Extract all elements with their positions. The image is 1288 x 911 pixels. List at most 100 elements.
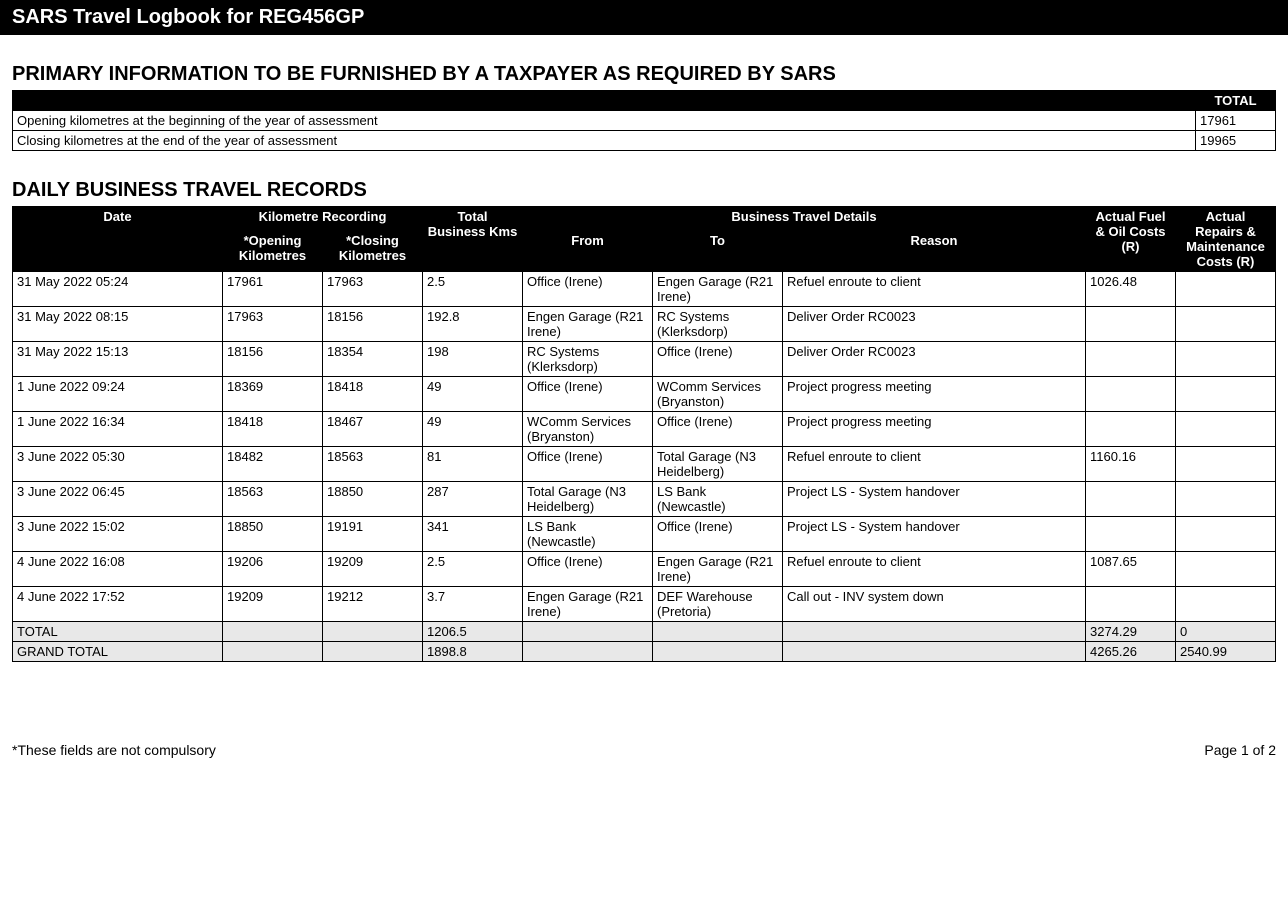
cell-to: Office (Irene) <box>653 342 783 377</box>
travel-total-row: TOTAL1206.53274.290 <box>13 622 1276 642</box>
cell-date: 4 June 2022 17:52 <box>13 587 223 622</box>
cell-closing-km: 18467 <box>323 412 423 447</box>
cell-repair <box>1176 447 1276 482</box>
cell-reason: Project LS - System handover <box>783 482 1086 517</box>
cell-date: 3 June 2022 15:02 <box>13 517 223 552</box>
page-footer: *These fields are not compulsory Page 1 … <box>0 742 1288 768</box>
cell-fuel <box>1086 482 1176 517</box>
cell-opening-km: 19209 <box>223 587 323 622</box>
cell-from: Office (Irene) <box>523 447 653 482</box>
cell-opening-km: 18563 <box>223 482 323 517</box>
cell-closing-km: 19209 <box>323 552 423 587</box>
cell-repair <box>1176 412 1276 447</box>
cell-to <box>653 622 783 642</box>
cell-from: Office (Irene) <box>523 552 653 587</box>
cell-from <box>523 622 653 642</box>
cell-total-kms: 2.5 <box>423 272 523 307</box>
cell-fuel: 4265.26 <box>1086 642 1176 662</box>
col-to: To <box>653 230 783 271</box>
col-opening-km: *Opening Kilometres <box>223 230 323 271</box>
cell-repair <box>1176 517 1276 552</box>
cell-reason: Refuel enroute to client <box>783 272 1086 307</box>
cell-opening-km: 17961 <box>223 272 323 307</box>
cell-repair <box>1176 272 1276 307</box>
cell-reason: Deliver Order RC0023 <box>783 342 1086 377</box>
primary-row: Closing kilometres at the end of the yea… <box>13 131 1276 151</box>
cell-fuel <box>1086 342 1176 377</box>
travel-row: 1 June 2022 09:24183691841849Office (Ire… <box>13 377 1276 412</box>
cell-opening-km: 19206 <box>223 552 323 587</box>
primary-row-value: 17961 <box>1196 111 1276 131</box>
cell-date: 1 June 2022 16:34 <box>13 412 223 447</box>
cell-total-kms: 1898.8 <box>423 642 523 662</box>
cell-repair <box>1176 482 1276 517</box>
travel-row: 31 May 2022 05:2417961179632.5Office (Ir… <box>13 272 1276 307</box>
cell-opening-km <box>223 642 323 662</box>
cell-opening-km <box>223 622 323 642</box>
cell-closing-km: 18354 <box>323 342 423 377</box>
cell-fuel <box>1086 307 1176 342</box>
cell-repair <box>1176 587 1276 622</box>
cell-reason: Project LS - System handover <box>783 517 1086 552</box>
cell-repair: 0 <box>1176 622 1276 642</box>
cell-total-kms: 2.5 <box>423 552 523 587</box>
travel-row: 3 June 2022 15:021885019191341LS Bank (N… <box>13 517 1276 552</box>
cell-closing-km <box>323 642 423 662</box>
cell-opening-km: 18482 <box>223 447 323 482</box>
cell-to: Office (Irene) <box>653 517 783 552</box>
cell-reason: Project progress meeting <box>783 377 1086 412</box>
primary-row-value: 19965 <box>1196 131 1276 151</box>
cell-closing-km: 18850 <box>323 482 423 517</box>
cell-date: 4 June 2022 16:08 <box>13 552 223 587</box>
cell-total-kms: 49 <box>423 412 523 447</box>
travel-grand-total-row: GRAND TOTAL 1898.8 4265.262540.99 <box>13 642 1276 662</box>
page-indicator: Page 1 of 2 <box>1204 742 1276 758</box>
cell-from: Office (Irene) <box>523 272 653 307</box>
col-fuel-oil: Actual Fuel & Oil Costs (R) <box>1086 207 1176 272</box>
cell-date: 31 May 2022 05:24 <box>13 272 223 307</box>
cell-total-kms: 192.8 <box>423 307 523 342</box>
travel-row: 3 June 2022 05:30184821856381Office (Ire… <box>13 447 1276 482</box>
col-km-recording: Kilometre Recording <box>223 207 423 231</box>
cell-closing-km: 18156 <box>323 307 423 342</box>
col-date: Date <box>13 207 223 272</box>
cell-repair: 2540.99 <box>1176 642 1276 662</box>
cell-reason <box>783 622 1086 642</box>
travel-row: 4 June 2022 17:5219209192123.7Engen Gara… <box>13 587 1276 622</box>
cell-to: Office (Irene) <box>653 412 783 447</box>
primary-heading: PRIMARY INFORMATION TO BE FURNISHED BY A… <box>12 63 1276 86</box>
col-business-details: Business Travel Details <box>523 207 1086 231</box>
cell-closing-km: 19191 <box>323 517 423 552</box>
cell-fuel <box>1086 412 1176 447</box>
cell-to: RC Systems (Klerksdorp) <box>653 307 783 342</box>
cell-fuel: 1087.65 <box>1086 552 1176 587</box>
cell-label: GRAND TOTAL <box>13 642 223 662</box>
cell-from: RC Systems (Klerksdorp) <box>523 342 653 377</box>
cell-reason: Project progress meeting <box>783 412 1086 447</box>
col-closing-km: *Closing Kilometres <box>323 230 423 271</box>
cell-total-kms: 49 <box>423 377 523 412</box>
cell-total-kms: 341 <box>423 517 523 552</box>
cell-to: LS Bank (Newcastle) <box>653 482 783 517</box>
cell-from: LS Bank (Newcastle) <box>523 517 653 552</box>
cell-to: WComm Services (Bryanston) <box>653 377 783 412</box>
cell-repair <box>1176 377 1276 412</box>
travel-row: 31 May 2022 15:131815618354198RC Systems… <box>13 342 1276 377</box>
cell-from: WComm Services (Bryanston) <box>523 412 653 447</box>
primary-row: Opening kilometres at the beginning of t… <box>13 111 1276 131</box>
travel-row: 1 June 2022 16:34184181846749WComm Servi… <box>13 412 1276 447</box>
cell-fuel: 1160.16 <box>1086 447 1176 482</box>
cell-from: Engen Garage (R21 Irene) <box>523 307 653 342</box>
col-total-kms: Total Business Kms <box>423 207 523 272</box>
cell-repair <box>1176 307 1276 342</box>
cell-from <box>523 642 653 662</box>
primary-blank-header <box>13 91 1196 111</box>
cell-fuel <box>1086 517 1176 552</box>
page-title-bar: SARS Travel Logbook for REG456GP <box>0 0 1288 35</box>
col-reason: Reason <box>783 230 1086 271</box>
cell-date: 1 June 2022 09:24 <box>13 377 223 412</box>
cell-from: Office (Irene) <box>523 377 653 412</box>
cell-opening-km: 18418 <box>223 412 323 447</box>
cell-fuel <box>1086 587 1176 622</box>
cell-date: 31 May 2022 15:13 <box>13 342 223 377</box>
